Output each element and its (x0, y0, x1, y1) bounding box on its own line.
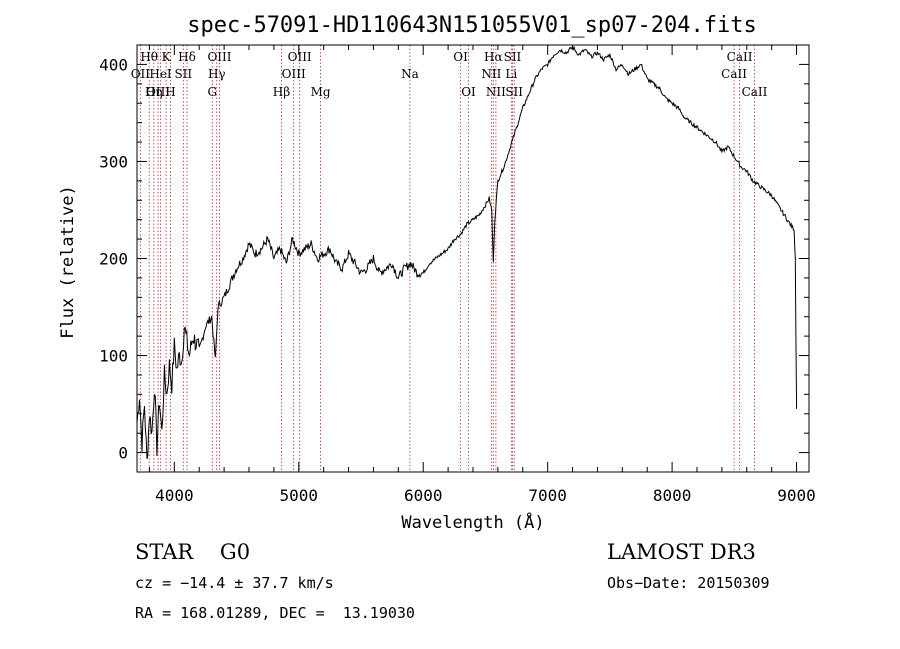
y-tick-label: 0 (118, 444, 128, 463)
spectral-line-label: Hδ (178, 50, 196, 64)
spectral-line-label: Mg (311, 85, 331, 99)
spectral-line-label: OII (131, 67, 151, 81)
x-tick-label: 6000 (404, 486, 443, 505)
spectral-line-label: CaII (727, 50, 753, 64)
spectral-line-label: NII (486, 85, 506, 99)
spectral-line-label: SII (174, 67, 192, 81)
spectrum-series-line (136, 45, 798, 460)
spectral-line-label: K (162, 50, 172, 64)
spectral-line-label: SII (504, 50, 522, 64)
spectral-line-label: Hβ (273, 85, 290, 99)
plot-frame (136, 44, 810, 473)
x-tick-label: 4000 (155, 486, 194, 505)
chart-title: spec-57091-HD110643N151055V01_sp07-204.f… (187, 13, 757, 38)
spectral-line-label: Hγ (208, 67, 226, 81)
spectral-line-label: OI (453, 50, 468, 64)
spectral-line-label: NII (481, 67, 501, 81)
spectral-line-label: OIII (207, 50, 231, 64)
spectral-line-label: OIII (288, 50, 312, 64)
spectral-line-label: H (165, 85, 175, 99)
spectral-line-label: SII (505, 85, 523, 99)
survey-name: LAMOST DR3 (607, 540, 756, 564)
spectral-line-markers (139, 45, 755, 472)
axis-ticks (137, 44, 809, 473)
x-tick-label: 9000 (777, 486, 816, 505)
y-tick-labels: 0 100 200 300 400 (99, 55, 128, 462)
x-tick-labels: 4000 5000 6000 7000 8000 9000 (155, 486, 816, 505)
x-tick-label: 7000 (528, 486, 567, 505)
redshift-velocity: cz = −14.4 ± 37.7 km/s (135, 574, 334, 592)
star-classification: STAR G0 (135, 540, 251, 564)
spectral-line-labels: Hθ OII OIII K HeI Hη SII H Hδ OIII Hγ G Hβ OIII OIII Mg… (131, 50, 768, 99)
y-tick-label: 400 (99, 55, 128, 74)
x-axis-label: Wavelength (Å) (401, 511, 544, 533)
observation-date: Obs−Date: 20150309 (607, 574, 770, 592)
spectral-line-label: CaII (721, 67, 747, 81)
spectral-line-label: CaII (742, 85, 768, 99)
y-axis-label: Flux (relative) (58, 185, 78, 339)
spectral-line-label: OIII (282, 67, 306, 81)
spectral-line-label: Hη (145, 85, 163, 99)
spectral-line-label: Hθ (140, 50, 158, 64)
spectral-line-label: G (207, 85, 217, 99)
spectral-line-label: HeI (149, 67, 172, 81)
y-tick-label: 300 (99, 152, 128, 171)
x-tick-label: 8000 (653, 486, 692, 505)
spectral-line-label: OI (461, 85, 476, 99)
y-tick-label: 200 (99, 250, 128, 269)
y-tick-label: 100 (99, 347, 128, 366)
spectral-line-label: OIII (146, 85, 170, 99)
spectral-line-label: Na (401, 67, 419, 81)
spectral-line-label: Hα (484, 50, 503, 64)
x-tick-label: 5000 (280, 486, 319, 505)
spectral-line-label: Li (505, 67, 517, 81)
ra-dec-coordinates: RA = 168.01289, DEC = 13.19030 (135, 604, 415, 622)
